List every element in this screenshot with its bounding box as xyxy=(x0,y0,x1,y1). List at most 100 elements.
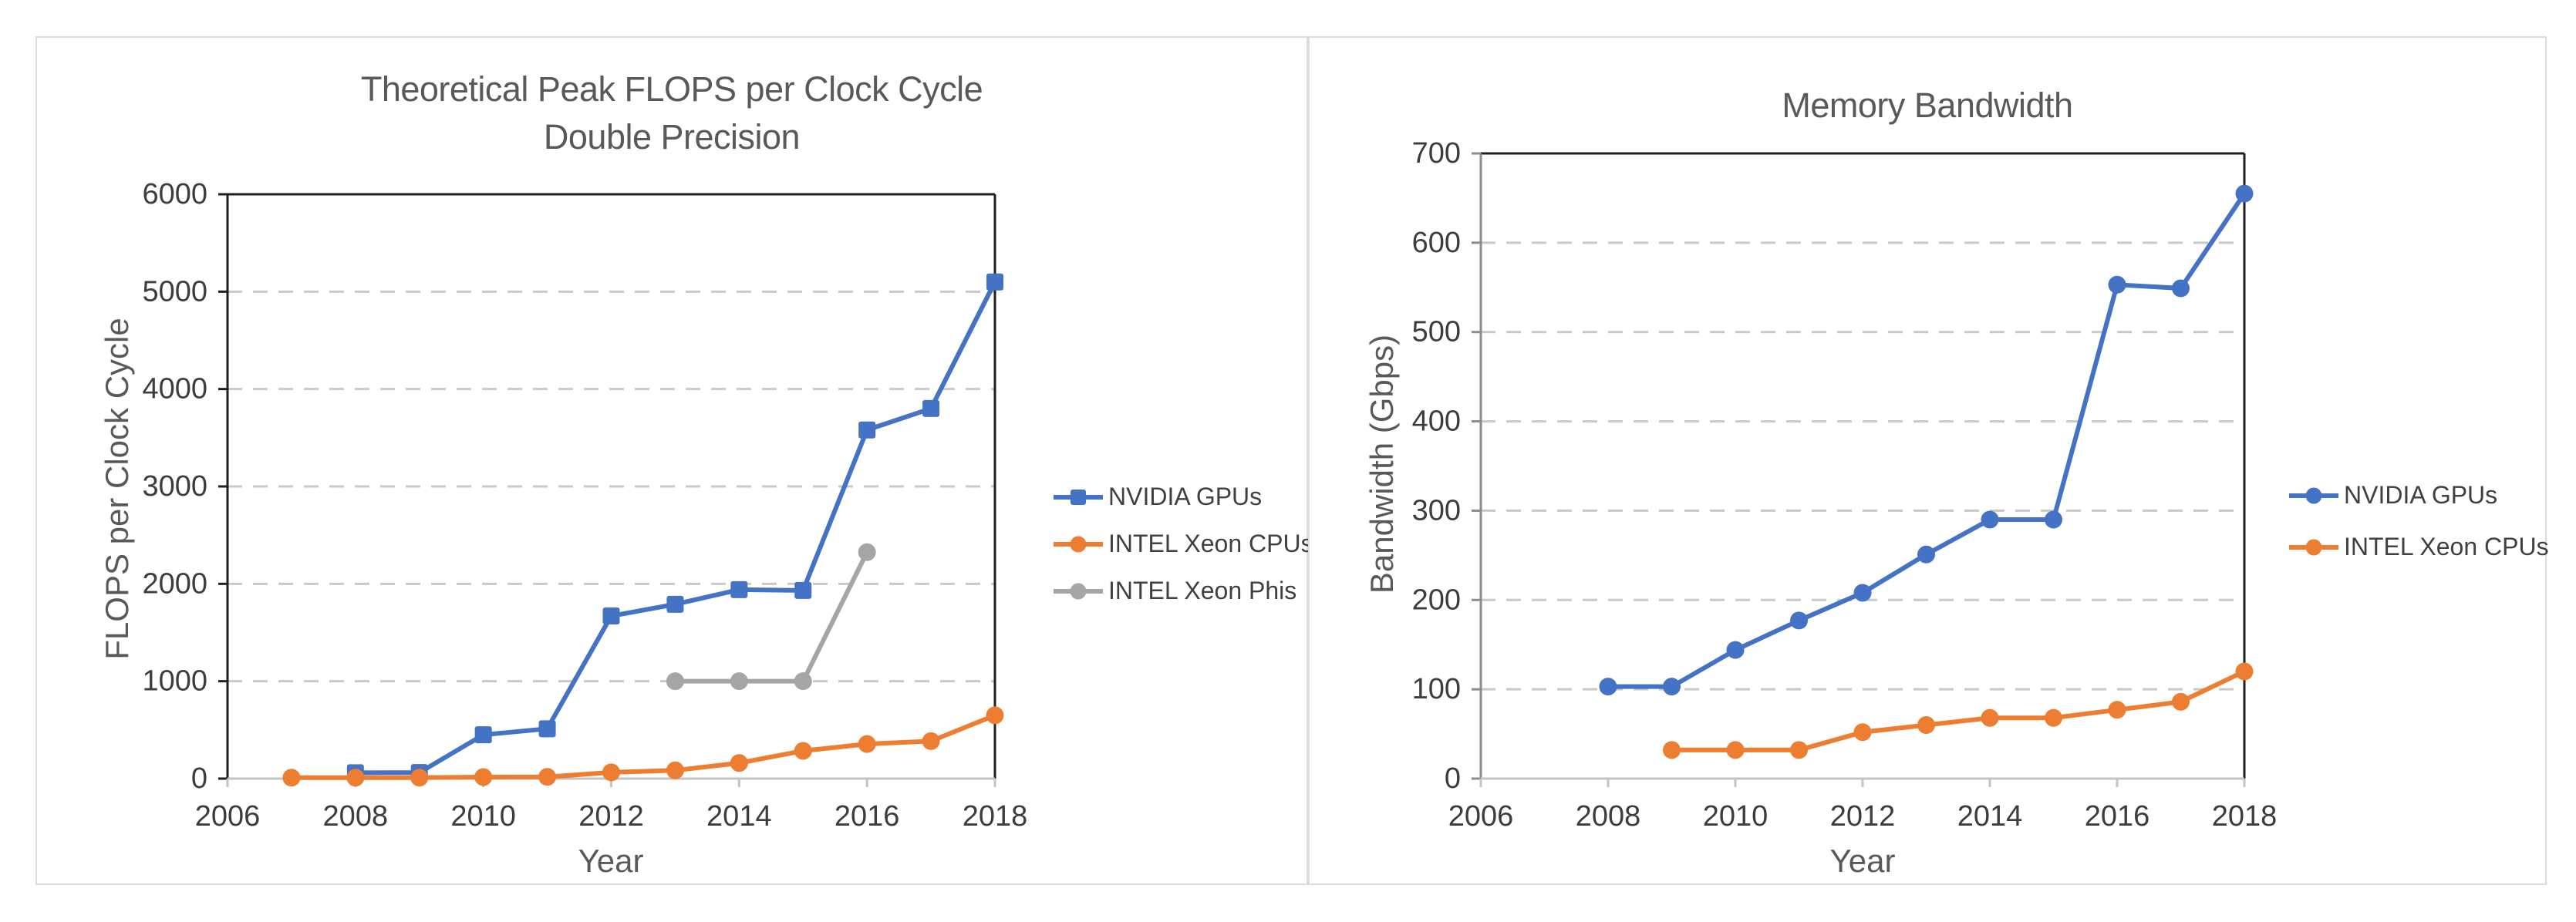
legend-glyph-svg xyxy=(1054,583,1103,599)
y-tick-label-600: 600 xyxy=(1412,227,1461,259)
data-point-nvidia-gpus-2017 xyxy=(922,399,940,417)
data-point-intel-xeon-cpus-2015 xyxy=(794,742,812,760)
bandwidth-y-axis-title: Bandwidth (Gbps) xyxy=(1364,334,1400,594)
nvidia-gpus-legend-marker-icon xyxy=(1054,487,1103,507)
legend-glyph-svg xyxy=(2289,539,2338,555)
data-point-nvidia-gpus-2016 xyxy=(858,421,876,439)
bandwidth-chart-title-line1: Memory Bandwidth xyxy=(1782,86,2073,125)
legend-item-intel-xeon-cpus: INTEL Xeon CPUs xyxy=(1054,520,1313,567)
legend-glyph-svg xyxy=(1054,536,1103,552)
data-point-nvidia-gpus-2015 xyxy=(794,581,812,599)
flops-chart-title-line1: Theoretical Peak FLOPS per Clock Cycle xyxy=(360,69,983,109)
data-point-nvidia-gpus-2017 xyxy=(2172,279,2190,298)
y-tick-label-1000: 1000 xyxy=(142,665,207,698)
series-line-nvidia-gpus xyxy=(352,279,997,776)
data-point-nvidia-gpus-2018 xyxy=(986,273,1003,291)
data-point-intel-xeon-phis-2016 xyxy=(858,543,876,561)
x-tick-label-2018: 2018 xyxy=(963,800,1028,833)
flops-chart-title-line2: Double Precision xyxy=(543,117,801,156)
data-point-intel-xeon-cpus-2008 xyxy=(346,769,365,787)
data-point-intel-xeon-cpus-2012 xyxy=(1853,723,1872,742)
y-tick-label-100: 100 xyxy=(1412,673,1461,705)
data-point-nvidia-gpus-2014 xyxy=(1981,510,1999,529)
data-point-intel-xeon-cpus-2011 xyxy=(1790,741,1808,759)
data-point-intel-xeon-cpus-2010 xyxy=(474,768,493,786)
x-tick-label-2018: 2018 xyxy=(2212,800,2278,833)
x-tick-label-2010: 2010 xyxy=(1703,800,1768,833)
legend-label-intel-xeon-cpus: INTEL Xeon CPUs xyxy=(1108,530,1313,557)
intel-xeon-cpus-legend-marker-icon xyxy=(2289,537,2338,557)
data-point-nvidia-gpus-2012 xyxy=(602,607,620,625)
bandwidth-chart-title: Memory Bandwidth xyxy=(1310,86,2545,126)
bandwidth-chart-panel: 0 100 200 300 400 500 600 700 2006 2008 2010 2012 20… xyxy=(1308,36,2549,885)
x-tick-label-2012: 2012 xyxy=(1830,800,1896,833)
legend-item-intel-xeon-cpus: INTEL Xeon CPUs xyxy=(2289,521,2549,573)
flops-chart-title: Theoretical Peak FLOPS per Clock Cycle D… xyxy=(37,66,1307,161)
data-point-nvidia-gpus-2011 xyxy=(538,720,556,738)
x-tick-label-2008: 2008 xyxy=(1576,800,1641,833)
y-tick-label-3000: 3000 xyxy=(142,470,207,503)
y-tick-label-6000: 6000 xyxy=(142,178,207,210)
data-point-nvidia-gpus-2013 xyxy=(1917,545,1935,564)
series-line-nvidia-gpus xyxy=(1606,191,2247,689)
x-tick-label-2016: 2016 xyxy=(2085,800,2150,833)
bandwidth-legend: NVIDIA GPUs INTEL Xeon CPUs xyxy=(2289,469,2549,573)
data-point-intel-xeon-cpus-2011 xyxy=(538,768,557,786)
data-point-intel-xeon-cpus-2018 xyxy=(2235,662,2254,681)
x-tick-label-2008: 2008 xyxy=(323,800,389,833)
x-tick-label-2006: 2006 xyxy=(195,800,261,833)
legend-marker xyxy=(2305,539,2322,555)
data-point-nvidia-gpus-2018 xyxy=(2235,184,2254,203)
legend-label-intel-xeon-cpus: INTEL Xeon CPUs xyxy=(2344,533,2549,560)
legend-marker xyxy=(1070,536,1087,552)
intel-xeon-cpus-legend-marker-icon xyxy=(1054,534,1103,554)
data-point-intel-xeon-cpus-2010 xyxy=(1726,741,1745,759)
flops-chart-panel: 0 1000 2000 3000 4000 5000 6000 2006 2008 2010 201… xyxy=(35,36,1313,885)
data-point-intel-xeon-cpus-2014 xyxy=(730,754,748,772)
data-point-nvidia-gpus-2008 xyxy=(1599,678,1617,696)
data-point-nvidia-gpus-2016 xyxy=(2108,275,2126,294)
series-line-intel-xeon-phis xyxy=(673,550,870,684)
x-tick-label-2014: 2014 xyxy=(706,800,772,833)
legend-item-nvidia-gpus: NVIDIA GPUs xyxy=(2289,469,2549,521)
data-point-intel-xeon-cpus-2013 xyxy=(1917,715,1935,734)
data-point-intel-xeon-cpus-2009 xyxy=(1663,741,1681,759)
series-line-intel-xeon-cpus xyxy=(288,712,997,780)
data-point-intel-xeon-cpus-2018 xyxy=(986,706,1004,725)
legend-item-nvidia-gpus: NVIDIA GPUs xyxy=(1054,473,1313,520)
data-point-intel-xeon-cpus-2014 xyxy=(1981,708,1999,727)
y-tick-label-4000: 4000 xyxy=(142,373,207,405)
data-point-nvidia-gpus-2012 xyxy=(1853,584,1872,602)
nvidia-gpus-legend-marker-icon xyxy=(2289,486,2338,506)
data-point-nvidia-gpus-2014 xyxy=(730,580,748,598)
legend-marker xyxy=(2305,487,2322,503)
x-tick-label-2006: 2006 xyxy=(1448,800,1514,833)
data-point-nvidia-gpus-2010 xyxy=(474,726,492,744)
data-point-intel-xeon-cpus-2015 xyxy=(2045,708,2062,727)
bandwidth-x-axis-title: Year xyxy=(1829,843,1896,879)
data-point-nvidia-gpus-2013 xyxy=(666,595,684,613)
data-point-intel-xeon-cpus-2007 xyxy=(282,769,301,787)
x-tick-label-2012: 2012 xyxy=(578,800,644,833)
data-point-intel-xeon-phis-2015 xyxy=(794,672,812,691)
data-point-intel-xeon-cpus-2016 xyxy=(858,735,876,753)
legend-label-nvidia-gpus: NVIDIA GPUs xyxy=(2344,481,2498,509)
legend-glyph-svg xyxy=(2289,487,2338,503)
data-point-intel-xeon-phis-2013 xyxy=(666,672,684,691)
y-tick-label-0: 0 xyxy=(1445,762,1461,795)
y-tick-label-700: 700 xyxy=(1412,137,1461,170)
y-tick-label-300: 300 xyxy=(1412,494,1461,527)
y-tick-label-400: 400 xyxy=(1412,405,1461,438)
data-point-intel-xeon-cpus-2016 xyxy=(2108,701,2126,719)
data-point-intel-xeon-cpus-2012 xyxy=(602,763,620,782)
data-point-nvidia-gpus-2009 xyxy=(1663,678,1681,696)
legend-item-intel-xeon-phis: INTEL Xeon Phis xyxy=(1054,567,1313,614)
legend-label-nvidia-gpus: NVIDIA GPUs xyxy=(1108,483,1263,510)
flops-x-axis-title: Year xyxy=(578,843,644,879)
y-tick-label-0: 0 xyxy=(191,762,207,795)
y-tick-label-200: 200 xyxy=(1412,584,1461,616)
y-tick-label-5000: 5000 xyxy=(142,275,207,308)
x-tick-label-2010: 2010 xyxy=(450,800,516,833)
y-tick-label-500: 500 xyxy=(1412,316,1461,348)
